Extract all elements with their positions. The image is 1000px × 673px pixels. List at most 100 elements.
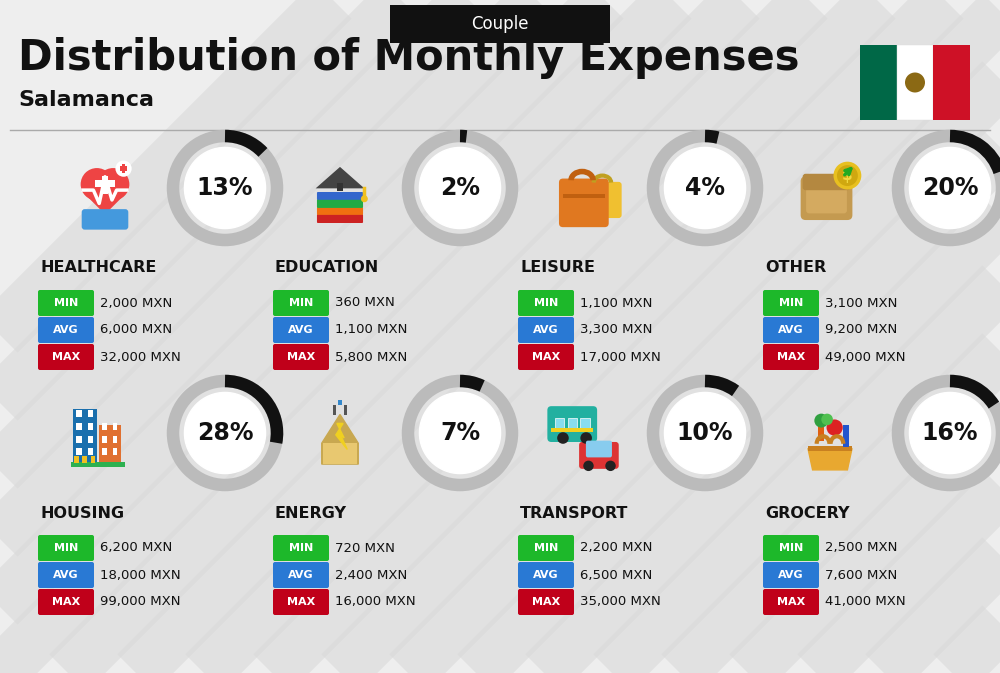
- Circle shape: [827, 419, 843, 435]
- Bar: [333, 405, 336, 415]
- Text: 99,000 MXN: 99,000 MXN: [100, 596, 180, 608]
- Bar: [76, 410, 82, 417]
- Bar: [102, 448, 107, 456]
- Text: Couple: Couple: [471, 15, 529, 33]
- Polygon shape: [336, 423, 347, 450]
- Text: MIN: MIN: [534, 543, 558, 553]
- Circle shape: [361, 195, 368, 203]
- Text: 49,000 MXN: 49,000 MXN: [825, 351, 906, 363]
- Circle shape: [905, 73, 925, 92]
- Bar: [568, 419, 577, 430]
- Bar: [88, 410, 93, 417]
- FancyBboxPatch shape: [763, 317, 819, 343]
- Bar: [88, 448, 93, 456]
- Circle shape: [184, 392, 266, 474]
- Text: Salamanca: Salamanca: [18, 90, 154, 110]
- Polygon shape: [808, 448, 852, 470]
- FancyBboxPatch shape: [317, 214, 363, 223]
- Circle shape: [81, 168, 113, 201]
- Circle shape: [419, 392, 501, 474]
- Bar: [113, 448, 117, 456]
- Circle shape: [821, 414, 833, 425]
- Circle shape: [664, 392, 746, 474]
- FancyBboxPatch shape: [763, 562, 819, 588]
- Text: 16,000 MXN: 16,000 MXN: [335, 596, 416, 608]
- FancyBboxPatch shape: [317, 192, 363, 200]
- FancyBboxPatch shape: [73, 409, 97, 467]
- Text: MIN: MIN: [54, 543, 78, 553]
- Circle shape: [557, 432, 569, 444]
- Bar: [337, 182, 343, 190]
- Text: MAX: MAX: [532, 597, 560, 607]
- Text: 2%: 2%: [440, 176, 480, 200]
- Circle shape: [909, 392, 991, 474]
- Circle shape: [605, 460, 616, 471]
- FancyBboxPatch shape: [803, 174, 850, 190]
- Text: 2,000 MXN: 2,000 MXN: [100, 297, 172, 310]
- Bar: [76, 435, 82, 443]
- Circle shape: [115, 161, 132, 177]
- Polygon shape: [322, 415, 358, 464]
- FancyBboxPatch shape: [518, 344, 574, 370]
- Circle shape: [419, 147, 501, 229]
- FancyBboxPatch shape: [273, 344, 329, 370]
- Bar: [818, 423, 824, 441]
- Text: 5,800 MXN: 5,800 MXN: [335, 351, 407, 363]
- Bar: [897, 45, 933, 120]
- Text: 720 MXN: 720 MXN: [335, 542, 395, 555]
- Bar: [102, 423, 107, 430]
- Text: AVG: AVG: [288, 325, 314, 335]
- Bar: [555, 419, 564, 430]
- Bar: [390, 5, 610, 43]
- Bar: [344, 405, 347, 415]
- Text: 4%: 4%: [685, 176, 725, 200]
- FancyBboxPatch shape: [317, 207, 363, 215]
- Text: HOUSING: HOUSING: [40, 505, 124, 520]
- Text: 7%: 7%: [440, 421, 480, 445]
- FancyBboxPatch shape: [518, 562, 574, 588]
- Text: HEALTHCARE: HEALTHCARE: [40, 260, 156, 275]
- Circle shape: [580, 432, 592, 444]
- Text: 7,600 MXN: 7,600 MXN: [825, 569, 897, 581]
- Circle shape: [814, 414, 828, 427]
- Text: MAX: MAX: [52, 597, 80, 607]
- Text: 6,500 MXN: 6,500 MXN: [580, 569, 652, 581]
- FancyBboxPatch shape: [518, 589, 574, 615]
- Text: MIN: MIN: [779, 298, 803, 308]
- Text: AVG: AVG: [288, 570, 314, 580]
- Circle shape: [184, 147, 266, 229]
- Text: OTHER: OTHER: [765, 260, 826, 275]
- Text: AVG: AVG: [53, 325, 79, 335]
- Bar: [843, 425, 849, 447]
- Bar: [88, 435, 93, 443]
- Bar: [933, 45, 970, 120]
- FancyBboxPatch shape: [273, 535, 329, 561]
- Text: 1,100 MXN: 1,100 MXN: [580, 297, 652, 310]
- Text: 1,100 MXN: 1,100 MXN: [335, 324, 407, 336]
- FancyBboxPatch shape: [801, 176, 852, 220]
- Text: TRANSPORT: TRANSPORT: [520, 505, 628, 520]
- Text: 6,200 MXN: 6,200 MXN: [100, 542, 172, 555]
- FancyBboxPatch shape: [588, 182, 622, 218]
- FancyBboxPatch shape: [99, 425, 121, 467]
- Text: MIN: MIN: [289, 543, 313, 553]
- Text: 3,100 MXN: 3,100 MXN: [825, 297, 897, 310]
- FancyBboxPatch shape: [317, 199, 363, 208]
- FancyBboxPatch shape: [579, 442, 619, 469]
- Bar: [122, 164, 125, 173]
- Bar: [95, 180, 115, 187]
- FancyBboxPatch shape: [38, 535, 94, 561]
- Circle shape: [909, 147, 991, 229]
- Text: MAX: MAX: [777, 597, 805, 607]
- FancyBboxPatch shape: [518, 290, 574, 316]
- FancyBboxPatch shape: [559, 178, 609, 227]
- FancyBboxPatch shape: [518, 317, 574, 343]
- FancyBboxPatch shape: [273, 317, 329, 343]
- Bar: [323, 444, 357, 464]
- Bar: [90, 456, 95, 463]
- Bar: [113, 423, 117, 430]
- Text: 20%: 20%: [922, 176, 978, 200]
- Bar: [551, 428, 593, 432]
- FancyBboxPatch shape: [38, 344, 94, 370]
- FancyBboxPatch shape: [38, 562, 94, 588]
